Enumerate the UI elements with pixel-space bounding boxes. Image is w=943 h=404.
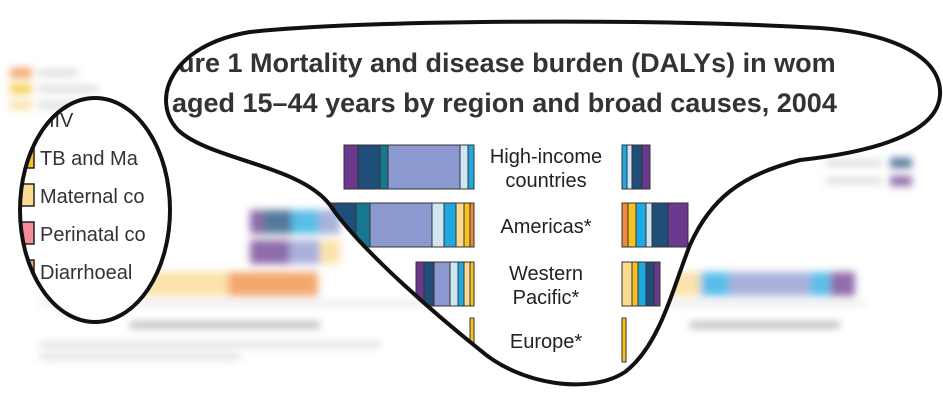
bg-bar-segment	[290, 240, 320, 264]
legend-label: Maternal co	[40, 186, 145, 208]
blurred-background	[10, 68, 912, 359]
bg-bar-segment	[250, 210, 262, 234]
bg-bar-segment	[250, 240, 290, 264]
category-label: Americas*	[500, 216, 591, 238]
bg-axis-label	[130, 322, 320, 328]
right-bar-segment-r0-s1	[626, 144, 633, 190]
left-bar-segment-r0-s1	[357, 144, 381, 190]
bg-legend-text	[826, 178, 882, 184]
bg-axis-line	[625, 302, 865, 304]
right-bar-segment-r1-s0	[621, 202, 629, 248]
left-bar-segment-r1-s4	[431, 202, 445, 248]
left-bar-segment-r1-s6	[455, 202, 465, 248]
bg-bar-segment	[810, 272, 830, 296]
bg-legend-text	[38, 86, 98, 92]
bg-bar-segment	[320, 240, 340, 264]
category-label: countries	[505, 170, 586, 192]
right-panel-bars	[621, 144, 689, 363]
left-bar-segment-r2-s4	[457, 261, 465, 307]
lens-outline	[18, 96, 172, 324]
left-panel-bars	[323, 144, 475, 363]
bg-legend-swatch	[10, 84, 32, 94]
bg-legend-swatch	[10, 100, 32, 110]
left-bar-segment-r2-s6	[469, 261, 475, 307]
category-label: Western	[509, 263, 583, 285]
left-bar-segment-r1-s7	[463, 202, 471, 248]
legend-label: Perinatal co	[40, 224, 146, 246]
category-label: Pacific*	[513, 287, 580, 309]
right-bar-segment-r0-s2	[631, 144, 643, 190]
left-bar-segment-r2-s2	[433, 261, 451, 307]
bg-bar-segment	[700, 272, 730, 296]
left-bar-segment-r0-s2	[379, 144, 389, 190]
bg-bar-segment	[262, 210, 292, 234]
bg-bar-segment	[292, 210, 320, 234]
category-label: High-income	[490, 146, 602, 168]
legend-swatch	[20, 183, 35, 207]
right-bar-segment-r0-s3	[641, 144, 651, 190]
left-bar-segment-r2-s1	[423, 261, 435, 307]
bg-legend-swatch	[890, 158, 912, 168]
right-bar-segment-r1-s3	[645, 202, 653, 248]
left-bar-segment-r0-s3	[387, 144, 461, 190]
right-bar-segment-r3-s0	[621, 317, 627, 363]
left-bar-segment-r1-s5	[443, 202, 457, 248]
category-label: Europe*	[510, 331, 582, 353]
figure-title-line1: ure 1 Mortality and disease burden (DALY…	[178, 48, 836, 78]
bg-bar-segment	[228, 272, 318, 296]
bg-bar-segment	[320, 210, 340, 234]
bg-bar-segment	[830, 272, 855, 296]
bg-legend-swatch	[10, 68, 32, 78]
left-bar-segment-r2-s5	[463, 261, 471, 307]
bg-legend-swatch	[890, 176, 912, 186]
right-bar-segment-r1-s2	[635, 202, 647, 248]
figure-title-line2: aged 15–44 years by region and broad cau…	[172, 88, 837, 118]
right-bar-segment-r0-s0	[621, 144, 628, 190]
legend-label: TB and Ma	[40, 148, 139, 170]
bg-axis-label	[690, 322, 840, 328]
left-bar-segment-r0-s4	[459, 144, 469, 190]
left-bar-segment-r0-s5	[467, 144, 475, 190]
right-bar-segment-r2-s4	[653, 261, 661, 307]
right-bar-segment-r2-s2	[637, 261, 647, 307]
left-bar-segment-r2-s3	[449, 261, 459, 307]
right-bar-segment-r2-s0	[621, 261, 633, 307]
bg-footnote	[40, 342, 380, 347]
legend-swatch	[20, 107, 35, 131]
bg-axis-line	[40, 302, 430, 304]
right-bar-segment-r1-s4	[651, 202, 669, 248]
left-bar-segment-r1-s8	[469, 202, 475, 248]
bg-bar-segment	[730, 272, 810, 296]
right-bar-segment-r1-s1	[627, 202, 637, 248]
bg-legend-text	[38, 70, 78, 76]
bg-footnote	[40, 354, 240, 359]
left-bar-segment-r1-s3	[369, 202, 433, 248]
right-bar-segment-r1-s5	[667, 202, 689, 248]
right-bar-segment-r2-s3	[645, 261, 655, 307]
left-bar-segment-r0-s0	[343, 144, 359, 190]
legend-label: Diarrhoeal	[40, 262, 132, 284]
right-bar-segment-r2-s1	[631, 261, 639, 307]
bg-legend-text	[826, 160, 882, 166]
